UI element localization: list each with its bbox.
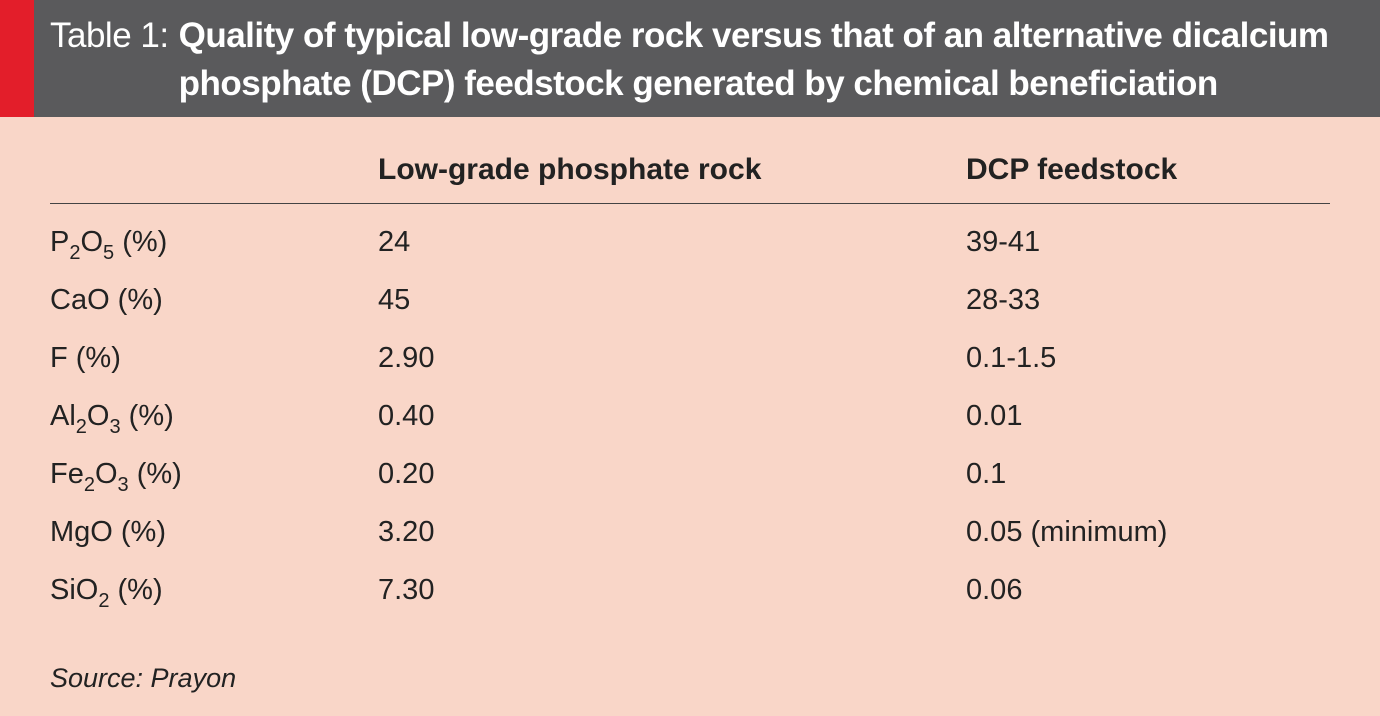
dcp-feedstock-value: 39-41 bbox=[966, 226, 1041, 258]
dcp-feedstock-value: 28-33 bbox=[966, 284, 1041, 316]
dcp-feedstock-value: 0.01 bbox=[966, 400, 1023, 432]
low-grade-rock-value: 0.40 bbox=[378, 400, 435, 432]
table-row: MgO (%) 3.20 0.05 (minimum) bbox=[0, 512, 1380, 570]
subscript: 2 bbox=[83, 474, 95, 496]
parameter-text: CaO (%) bbox=[50, 284, 163, 316]
column-header-low-grade-rock: Low-grade phosphate rock bbox=[378, 153, 762, 186]
parameter-cell: SiO2 (%) bbox=[50, 570, 163, 612]
low-grade-rock-value: 2.90 bbox=[378, 342, 435, 374]
dcp-feedstock-value: 0.05 (minimum) bbox=[966, 516, 1168, 548]
parameter-text: (%) bbox=[120, 400, 174, 432]
subscript: 2 bbox=[75, 416, 87, 438]
low-grade-rock-value: 7.30 bbox=[378, 574, 435, 606]
parameter-text: (%) bbox=[114, 226, 168, 258]
parameter-text: Al bbox=[50, 400, 76, 432]
parameter-cell: P2O5 (%) bbox=[50, 222, 168, 264]
table-row: SiO2 (%) 7.30 0.06 bbox=[0, 570, 1380, 628]
table-row: P2O5 (%) 24 39-41 bbox=[0, 222, 1380, 280]
low-grade-rock-value: 3.20 bbox=[378, 516, 435, 548]
parameter-text: P bbox=[50, 226, 70, 258]
parameter-text: O bbox=[80, 226, 104, 258]
dcp-feedstock-value: 0.1 bbox=[966, 458, 1007, 490]
table-label: Table 1: bbox=[50, 16, 169, 55]
low-grade-rock-value: 24 bbox=[378, 226, 411, 258]
header-divider bbox=[50, 203, 1330, 204]
parameter-cell: Fe2O3 (%) bbox=[50, 454, 182, 496]
table-row: Al2O3 (%) 0.40 0.01 bbox=[0, 396, 1380, 454]
parameter-text: O bbox=[86, 400, 110, 432]
table-title: Quality of typical low-grade rock versus… bbox=[178, 16, 1329, 103]
table-row: Fe2O3 (%) 0.20 0.1 bbox=[0, 454, 1380, 512]
subscript: 3 bbox=[109, 416, 121, 438]
parameter-text: O bbox=[94, 458, 118, 490]
parameter-cell: CaO (%) bbox=[50, 280, 163, 320]
dcp-feedstock-value: 0.06 bbox=[966, 574, 1023, 606]
parameter-cell: MgO (%) bbox=[50, 512, 166, 552]
low-grade-rock-value: 45 bbox=[378, 284, 411, 316]
accent-bar bbox=[0, 0, 34, 117]
table-row: CaO (%) 45 28-33 bbox=[0, 280, 1380, 338]
subscript: 2 bbox=[69, 242, 81, 264]
parameter-text: MgO (%) bbox=[50, 516, 166, 548]
table-caption-bar: Table 1: Quality of typical low-grade ro… bbox=[0, 0, 1380, 117]
parameter-text: Fe bbox=[50, 458, 84, 490]
low-grade-rock-value: 0.20 bbox=[378, 458, 435, 490]
parameter-text: (%) bbox=[128, 458, 182, 490]
dcp-feedstock-value: 0.1-1.5 bbox=[966, 342, 1057, 374]
subscript: 5 bbox=[103, 242, 115, 264]
column-header-dcp-feedstock: DCP feedstock bbox=[966, 153, 1178, 186]
source-note: Source: Prayon bbox=[50, 663, 237, 693]
parameter-cell: F (%) bbox=[50, 338, 121, 378]
parameter-text: (%) bbox=[109, 574, 163, 606]
subscript: 3 bbox=[117, 474, 129, 496]
parameter-text: F (%) bbox=[50, 342, 121, 374]
parameter-cell: Al2O3 (%) bbox=[50, 396, 174, 438]
parameter-text: SiO bbox=[50, 574, 99, 606]
subscript: 2 bbox=[98, 590, 110, 612]
table-caption: Table 1: Quality of typical low-grade ro… bbox=[50, 12, 1350, 108]
table-row: F (%) 2.90 0.1-1.5 bbox=[0, 338, 1380, 396]
